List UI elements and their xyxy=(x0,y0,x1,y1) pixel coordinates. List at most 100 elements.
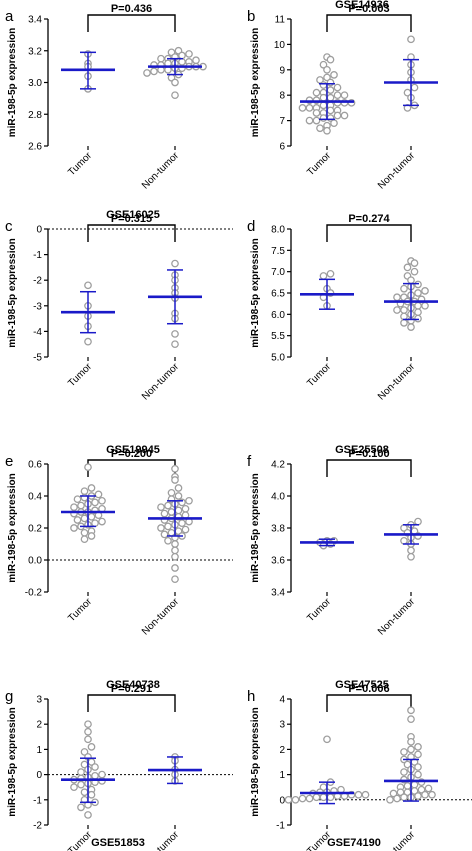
data-point xyxy=(171,540,179,548)
data-point xyxy=(157,503,165,512)
data-point xyxy=(80,528,89,537)
data-point xyxy=(178,58,186,66)
y-axis-label: miR-198-5p expression xyxy=(7,28,18,138)
data-point xyxy=(73,495,82,504)
significance-bracket xyxy=(87,224,176,242)
data-point xyxy=(330,119,338,127)
data-point xyxy=(319,93,328,102)
data-point xyxy=(414,314,422,323)
p-value-label: P=0.006 xyxy=(348,683,389,695)
data-point xyxy=(87,484,96,492)
data-point xyxy=(77,501,85,510)
data-point xyxy=(171,552,179,561)
panel-letter: b xyxy=(247,8,255,25)
y-axis-label: miR-198-5p expression xyxy=(250,707,261,817)
data-point xyxy=(326,93,335,102)
significance-bracket xyxy=(87,14,176,32)
data-point xyxy=(319,60,328,69)
data-point xyxy=(171,575,179,584)
p-value-label: P=0.200 xyxy=(111,448,152,460)
data-point xyxy=(407,276,415,285)
data-point xyxy=(333,83,342,92)
data-point xyxy=(323,65,331,74)
data-point xyxy=(312,109,321,117)
data-point xyxy=(312,88,321,97)
data-point xyxy=(77,768,85,776)
data-point xyxy=(407,35,415,44)
data-point xyxy=(87,790,96,799)
data-point xyxy=(323,73,331,82)
data-point xyxy=(361,790,370,799)
data-point xyxy=(171,464,179,473)
p-value-label: P=0.274 xyxy=(348,213,390,225)
data-point xyxy=(410,83,419,92)
y-tick-label: 3.8 xyxy=(271,524,285,535)
y-tick-label: 8.0 xyxy=(271,225,285,236)
x-tick-label: Tumor xyxy=(66,361,94,389)
data-point xyxy=(143,69,151,77)
data-point xyxy=(164,536,172,545)
data-point xyxy=(185,50,193,58)
data-point xyxy=(185,496,193,505)
data-point xyxy=(84,337,92,346)
dataset-title: GSE47525 xyxy=(335,679,389,691)
data-point xyxy=(414,770,422,779)
y-tick-label: -0.2 xyxy=(25,588,43,599)
data-point xyxy=(323,126,331,135)
data-point xyxy=(410,267,419,276)
data-point xyxy=(171,91,179,100)
data-point xyxy=(174,484,183,492)
data-point xyxy=(316,124,324,133)
p-value-label: P=0.291 xyxy=(111,683,152,695)
panel-letter: f xyxy=(247,453,252,470)
y-tick-label: 3.0 xyxy=(28,78,42,89)
p-value-label: P=0.100 xyxy=(348,448,389,460)
y-tick-label: 4.0 xyxy=(271,492,285,503)
dataset-title: GSE19945 xyxy=(106,444,160,456)
data-point xyxy=(428,790,436,799)
data-point xyxy=(164,522,172,531)
y-tick-label: 5.0 xyxy=(271,353,285,364)
data-point xyxy=(424,784,433,793)
y-tick-label: 2.8 xyxy=(28,110,42,121)
data-point xyxy=(305,116,314,125)
y-tick-label: -2 xyxy=(33,276,42,287)
bottom-title-left: GSE51853 xyxy=(91,837,145,849)
x-tick-label: Non-tumor xyxy=(140,150,182,192)
data-point xyxy=(326,55,335,64)
data-point xyxy=(77,780,85,789)
y-tick-label: -1 xyxy=(276,821,285,832)
data-point xyxy=(410,259,419,267)
y-tick-label: 2 xyxy=(279,745,285,756)
data-point xyxy=(181,504,190,513)
data-point xyxy=(160,509,169,518)
y-tick-label: 6 xyxy=(279,142,285,153)
y-tick-label: 2.6 xyxy=(28,142,42,153)
data-point xyxy=(421,301,429,310)
data-point xyxy=(91,519,99,528)
significance-bracket xyxy=(326,14,412,32)
x-tick-label: Tumor xyxy=(305,361,333,389)
data-point xyxy=(417,785,426,794)
data-point xyxy=(70,524,78,532)
data-point xyxy=(319,272,328,280)
data-point xyxy=(167,488,176,497)
significance-bracket xyxy=(326,694,412,712)
x-tick-label: Non-tumor xyxy=(140,361,182,403)
y-tick-label: 1 xyxy=(36,745,42,756)
x-tick-label: Tumor xyxy=(305,150,333,178)
x-tick-label: Non-tumor xyxy=(376,596,418,638)
data-point xyxy=(167,508,176,516)
data-point xyxy=(414,517,422,526)
data-point xyxy=(171,564,179,572)
data-point xyxy=(319,101,328,110)
data-point xyxy=(323,735,331,744)
data-point xyxy=(400,748,408,756)
data-point xyxy=(305,104,314,112)
x-tick-label: Non-tumor xyxy=(376,361,418,403)
y-tick-label: 4.2 xyxy=(271,460,285,471)
data-point xyxy=(407,737,415,746)
data-point xyxy=(407,546,415,555)
data-point xyxy=(330,71,338,79)
y-axis-label: miR-198-5p expression xyxy=(7,707,18,817)
